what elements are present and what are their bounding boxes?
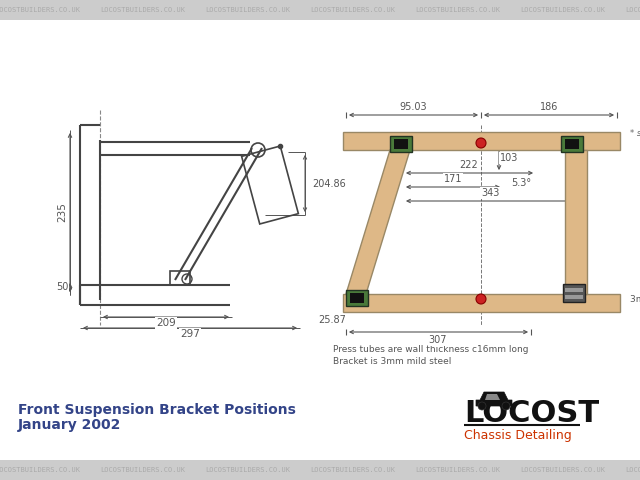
Text: LOCOSTBUILDERS.CO.UK: LOCOSTBUILDERS.CO.UK bbox=[205, 467, 290, 473]
Bar bbox=[563, 284, 585, 302]
Text: 25.87: 25.87 bbox=[318, 315, 346, 325]
Bar bbox=[565, 139, 579, 149]
Text: Press tubes are wall thickness c16mm long: Press tubes are wall thickness c16mm lon… bbox=[333, 346, 529, 355]
Circle shape bbox=[476, 294, 486, 304]
Text: Chassis Detailing: Chassis Detailing bbox=[464, 429, 572, 442]
Text: LOCOST: LOCOST bbox=[464, 399, 599, 429]
Polygon shape bbox=[485, 394, 500, 400]
Text: LOCOSTBUILDERS.CO.UK: LOCOSTBUILDERS.CO.UK bbox=[100, 467, 185, 473]
Circle shape bbox=[478, 402, 486, 410]
Text: LOCOSTBUILDERS.CO.UK: LOCOSTBUILDERS.CO.UK bbox=[625, 7, 640, 13]
Circle shape bbox=[476, 138, 486, 148]
Circle shape bbox=[502, 402, 510, 410]
Bar bbox=[0, 460, 640, 480]
Text: LOCOSTBUILDERS.CO.UK: LOCOSTBUILDERS.CO.UK bbox=[0, 7, 80, 13]
Text: Front Suspension Bracket Positions: Front Suspension Bracket Positions bbox=[18, 403, 296, 417]
Text: LOCOSTBUILDERS.CO.UK: LOCOSTBUILDERS.CO.UK bbox=[205, 7, 290, 13]
Text: 186: 186 bbox=[540, 102, 558, 112]
Text: 3mm packer: 3mm packer bbox=[630, 295, 640, 303]
Text: * shown on 102 in book: * shown on 102 in book bbox=[630, 129, 640, 137]
Bar bbox=[346, 290, 368, 306]
Text: 343: 343 bbox=[481, 188, 499, 198]
Text: Bracket is 3mm mild steel: Bracket is 3mm mild steel bbox=[333, 358, 451, 367]
Text: LOCOSTBUILDERS.CO.UK: LOCOSTBUILDERS.CO.UK bbox=[520, 467, 605, 473]
Bar bbox=[565, 150, 587, 294]
Bar bbox=[565, 295, 583, 299]
Bar bbox=[390, 136, 412, 152]
Bar bbox=[0, 0, 640, 20]
Text: 235: 235 bbox=[57, 202, 67, 222]
Text: LOCOSTBUILDERS.CO.UK: LOCOSTBUILDERS.CO.UK bbox=[100, 7, 185, 13]
Text: LOCOSTBUILDERS.CO.UK: LOCOSTBUILDERS.CO.UK bbox=[310, 467, 395, 473]
Bar bbox=[565, 288, 583, 292]
Polygon shape bbox=[346, 150, 410, 294]
Bar bbox=[343, 294, 620, 312]
Text: LOCOSTBUILDERS.CO.UK: LOCOSTBUILDERS.CO.UK bbox=[625, 467, 640, 473]
Text: LOCOSTBUILDERS.CO.UK: LOCOSTBUILDERS.CO.UK bbox=[415, 467, 500, 473]
Text: LOCOSTBUILDERS.CO.UK: LOCOSTBUILDERS.CO.UK bbox=[415, 7, 500, 13]
Bar bbox=[343, 132, 620, 150]
Text: 103: 103 bbox=[500, 153, 518, 163]
Text: 209: 209 bbox=[156, 318, 176, 328]
Text: 222: 222 bbox=[460, 160, 478, 170]
Text: LOCOSTBUILDERS.CO.UK: LOCOSTBUILDERS.CO.UK bbox=[310, 7, 395, 13]
Text: 50: 50 bbox=[56, 282, 68, 292]
Text: 297: 297 bbox=[180, 329, 200, 339]
Text: 171: 171 bbox=[444, 174, 462, 184]
Bar bbox=[350, 293, 364, 303]
Text: LOCOSTBUILDERS.CO.UK: LOCOSTBUILDERS.CO.UK bbox=[520, 7, 605, 13]
Text: 95.03: 95.03 bbox=[399, 102, 427, 112]
Bar bbox=[394, 139, 408, 149]
Text: 5.3°: 5.3° bbox=[511, 178, 531, 188]
Text: 307: 307 bbox=[429, 335, 447, 345]
Text: LOCOSTBUILDERS.CO.UK: LOCOSTBUILDERS.CO.UK bbox=[0, 467, 80, 473]
Polygon shape bbox=[476, 392, 512, 406]
Bar bbox=[561, 136, 583, 152]
Text: January 2002: January 2002 bbox=[18, 418, 122, 432]
Text: 204.86: 204.86 bbox=[312, 179, 346, 189]
Bar bbox=[170, 271, 190, 285]
